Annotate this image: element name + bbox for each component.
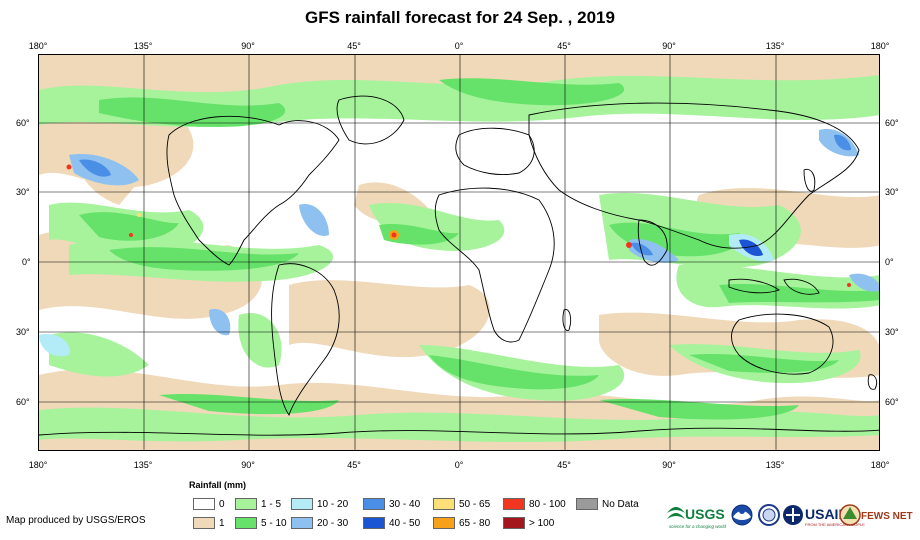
usgs-tagline: science for a changing world (669, 524, 727, 529)
lat-label: 60° (16, 118, 30, 128)
legend-swatch (235, 498, 257, 510)
lon-label: 180° (870, 460, 890, 470)
legend-label: 0 (219, 498, 225, 510)
legend-swatch (363, 517, 385, 529)
legend-item: 20 - 30 (291, 516, 348, 530)
lon-label: 45° (347, 41, 361, 51)
lat-label: 0° (22, 257, 31, 267)
usaid-tagline: FROM THE AMERICAN PEOPLE (805, 522, 865, 527)
lon-label: 0° (454, 41, 464, 51)
legend-swatch (433, 517, 455, 529)
lat-label: 0° (885, 257, 894, 267)
usgs-text: USGS (685, 506, 725, 522)
legend-title: Rainfall (mm) (189, 480, 247, 490)
lon-label: 0° (454, 460, 464, 470)
lon-label: 45° (347, 460, 361, 470)
legend-label: 50 - 65 (459, 498, 491, 510)
legend-label: 30 - 40 (389, 498, 421, 510)
legend-swatch (291, 517, 313, 529)
legend-swatch (291, 498, 313, 510)
legend-item: 5 - 10 (235, 516, 287, 530)
lon-label: 180° (870, 41, 890, 51)
usaid-logo: USAID FROM THE AMERICAN PEOPLE (783, 505, 865, 527)
legend-item: 1 (193, 516, 225, 530)
rainfall-map[interactable] (38, 54, 880, 451)
fewsnet-text: FEWS NET (861, 511, 913, 522)
map-title: GFS rainfall forecast for 24 Sep. , 2019 (305, 8, 615, 27)
lat-label: 30° (16, 327, 30, 337)
lat-label: 60° (885, 397, 899, 407)
lat-label: 30° (885, 187, 899, 197)
legend-swatch (503, 498, 525, 510)
legend-swatch (193, 517, 215, 529)
legend-label: 65 - 80 (459, 517, 491, 529)
legend-label: 20 - 30 (317, 517, 349, 529)
rainfall-50-plus-mm-areas (66, 164, 851, 287)
lon-label: 90° (241, 460, 255, 470)
legend-label: > 100 (529, 517, 555, 529)
lat-label: 30° (16, 187, 30, 197)
fewsnet-logo: FEWS NET (839, 504, 913, 526)
lon-label: 90° (241, 41, 255, 51)
legend-swatch (576, 498, 598, 510)
lon-label: 45° (557, 460, 571, 470)
coastlines (39, 95, 879, 436)
map-canvas (39, 55, 879, 450)
lon-label: 90° (662, 460, 676, 470)
legend-item: 10 - 20 (291, 497, 348, 511)
seal-logo (758, 504, 780, 526)
map-credit: Map produced by USGS/EROS (6, 515, 146, 526)
usgs-logo: USGS science for a changing world (667, 506, 727, 529)
legend-item: 80 - 100 (503, 497, 566, 511)
legend-label: 5 - 10 (261, 517, 287, 529)
lon-label: 135° (765, 41, 785, 51)
lon-label: 180° (28, 460, 48, 470)
legend-item: 65 - 80 (433, 516, 490, 530)
lon-label: 180° (28, 41, 48, 51)
legend-label: 80 - 100 (529, 498, 566, 510)
lon-label: 90° (662, 41, 676, 51)
legend-label: 1 - 5 (261, 498, 282, 510)
rainfall-30-50mm-areas (79, 134, 851, 257)
lon-label: 135° (765, 460, 785, 470)
legend-item: > 100 (503, 516, 554, 530)
legend-swatch (235, 517, 257, 529)
legend-item: 30 - 40 (363, 497, 420, 511)
legend-swatch (503, 517, 525, 529)
lat-label: 60° (16, 397, 30, 407)
legend-item: 40 - 50 (363, 516, 420, 530)
legend-label: 1 (219, 517, 225, 529)
legend-swatch (363, 498, 385, 510)
noaa-logo (731, 504, 753, 526)
agency-logos: USGS science for a changing world USAID … (665, 497, 915, 535)
legend-swatch (433, 498, 455, 510)
legend-item: No Data (576, 497, 639, 511)
legend: 0 1 1 - 5 5 - 10 10 - 20 20 - 30 30 - 40… (193, 497, 653, 533)
lon-label: 135° (133, 460, 153, 470)
usaid-text: USAID (805, 506, 849, 522)
lat-label: 60° (885, 118, 899, 128)
graticule (39, 55, 879, 450)
legend-label: No Data (602, 498, 639, 510)
legend-item: 0 (193, 497, 225, 511)
legend-label: 40 - 50 (389, 517, 421, 529)
legend-label: 10 - 20 (317, 498, 349, 510)
lon-label: 135° (133, 41, 153, 51)
lon-label: 45° (557, 41, 571, 51)
legend-item: 50 - 65 (433, 497, 490, 511)
lat-label: 30° (885, 327, 899, 337)
legend-item: 1 - 5 (235, 497, 281, 511)
legend-swatch (193, 498, 215, 510)
